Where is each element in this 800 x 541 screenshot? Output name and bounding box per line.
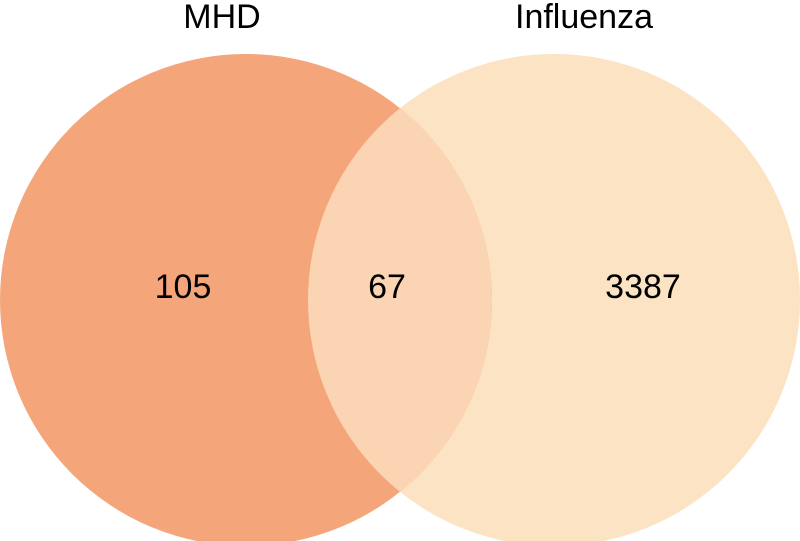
mhd-set-label: MHD xyxy=(183,0,260,36)
influenza-set-label: Influenza xyxy=(515,0,653,36)
influenza-only-count: 3387 xyxy=(605,268,681,306)
intersection-count: 67 xyxy=(368,268,406,306)
mhd-only-count: 105 xyxy=(155,268,212,306)
intersection-region xyxy=(308,54,492,541)
